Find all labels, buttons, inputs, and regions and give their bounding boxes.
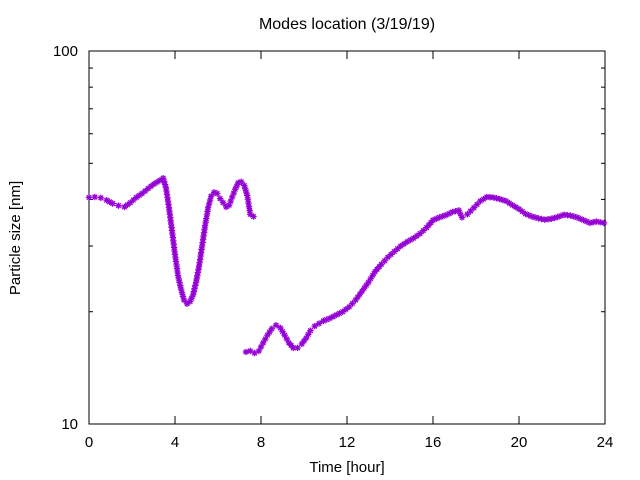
data-point — [216, 195, 224, 202]
data-point — [457, 210, 464, 218]
plot-area-border — [88, 50, 606, 425]
data-point — [294, 344, 301, 352]
data-point — [307, 327, 314, 334]
data-point — [315, 320, 323, 327]
data-point — [336, 310, 343, 317]
y-axis-label: Particle size [nm] — [7, 181, 24, 295]
x-tick-label: 4 — [171, 434, 179, 451]
data-point — [247, 211, 254, 218]
chart-title: Modes location (3/19/19) — [259, 16, 435, 33]
data-point — [250, 213, 257, 220]
x-tick-label: 0 — [85, 434, 93, 451]
data-point — [115, 202, 122, 209]
data-point — [268, 325, 275, 332]
data-points — [85, 175, 608, 357]
data-point — [339, 308, 346, 315]
data-point — [410, 234, 417, 242]
data-point — [593, 218, 600, 225]
data-point — [272, 322, 280, 329]
data-point — [109, 200, 116, 207]
x-tick-label: 20 — [511, 434, 528, 451]
data-point — [290, 344, 297, 352]
data-point — [219, 199, 227, 206]
data-point — [480, 195, 487, 203]
data-point — [85, 194, 93, 201]
data-point — [246, 207, 253, 214]
y-tick-label: 100 — [53, 43, 78, 60]
x-axis-label: Time [hour] — [309, 459, 384, 476]
data-point — [477, 197, 484, 205]
x-tick-label: 24 — [597, 434, 614, 451]
data-point — [600, 219, 608, 227]
data-point — [311, 322, 318, 330]
data-point — [413, 232, 421, 240]
y-axis-ticks: 10 100 — [53, 43, 605, 433]
x-tick-label: 16 — [425, 434, 442, 451]
x-tick-label: 8 — [257, 434, 265, 451]
data-point — [342, 306, 350, 313]
data-point — [458, 214, 466, 221]
x-tick-label: 12 — [339, 434, 356, 451]
y-tick-label: 10 — [61, 416, 78, 433]
data-point — [91, 193, 99, 201]
x-axis-ticks: 0 4 8 12 16 20 24 — [85, 51, 614, 451]
data-point — [97, 194, 105, 202]
data-point — [213, 190, 221, 197]
